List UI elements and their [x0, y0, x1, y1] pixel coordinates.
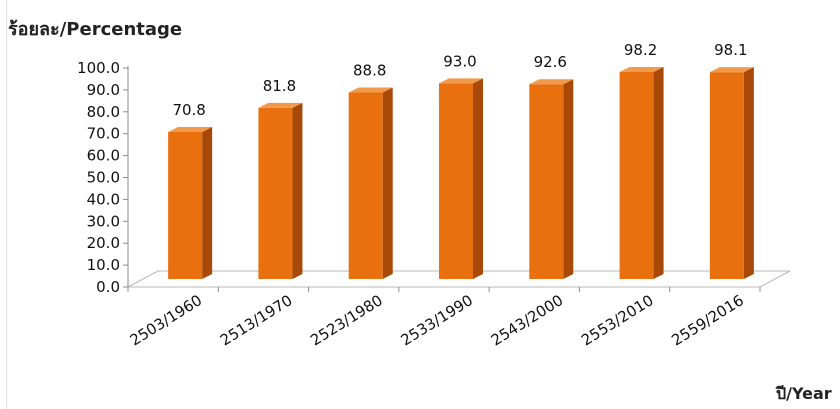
x-tick-label: 2533/1990 — [398, 291, 477, 349]
bar-side — [653, 66, 664, 279]
bar — [168, 126, 213, 279]
bar-value-label: 70.8 — [172, 101, 205, 119]
y-tick-label: 30.0 — [87, 212, 120, 230]
bar-front — [709, 72, 744, 279]
y-axis-title: ร้อยละ/Percentage — [8, 19, 183, 40]
y-tick-label: 40.0 — [87, 190, 120, 208]
y-tick-label: 100.0 — [77, 59, 120, 77]
bar-top — [258, 102, 303, 108]
bar-top — [168, 126, 213, 132]
bar-front — [529, 84, 564, 280]
bar-front — [168, 131, 203, 279]
y-tick-label: 90.0 — [87, 81, 120, 99]
chart-floor — [127, 270, 791, 288]
bar — [529, 79, 574, 280]
bar-side — [563, 79, 574, 280]
bar-front — [619, 71, 654, 279]
bar-value-label: 98.2 — [624, 41, 657, 59]
x-axis-title: ปี/Year — [776, 384, 832, 403]
bar — [258, 102, 303, 279]
bar-top — [348, 87, 393, 93]
y-tick-label: 0.0 — [96, 278, 120, 296]
bar-value-label: 81.8 — [263, 77, 296, 95]
y-tick-label: 20.0 — [87, 234, 120, 252]
bar-side — [202, 126, 213, 279]
bar-value-label: 92.6 — [534, 53, 567, 71]
bar-side — [743, 67, 754, 279]
y-tick-label: 50.0 — [87, 169, 120, 187]
bar-side — [382, 87, 393, 279]
bar — [619, 66, 664, 279]
y-tick-label: 60.0 — [87, 147, 120, 165]
bar-value-label: 88.8 — [353, 62, 386, 80]
bar-value-label: 98.1 — [714, 41, 747, 59]
bar-top — [439, 78, 483, 84]
y-tick-label: 70.0 — [87, 125, 120, 143]
x-tick-label: 2543/2000 — [488, 291, 567, 349]
bar-side — [473, 78, 483, 279]
x-tick-label: 2553/2010 — [578, 291, 657, 349]
bar — [348, 87, 393, 279]
bar-front — [258, 107, 293, 279]
y-tick-label: 80.0 — [87, 103, 120, 121]
bar-top — [619, 66, 664, 72]
bar-front — [439, 83, 473, 279]
bar-top — [529, 79, 574, 85]
x-tick-label: 2559/2016 — [668, 291, 747, 349]
bar-side — [292, 102, 303, 279]
bar-front — [348, 92, 383, 279]
left-divider — [6, 0, 7, 409]
bar — [439, 78, 483, 279]
y-tick-label: 10.0 — [87, 256, 120, 274]
x-tick-label: 2503/1960 — [127, 291, 206, 349]
bar-top — [709, 67, 754, 73]
bar-value-label: 93.0 — [443, 52, 476, 70]
bar — [709, 67, 754, 279]
x-tick-label: 2513/1970 — [217, 291, 296, 349]
x-tick-label: 2523/1980 — [307, 291, 386, 349]
